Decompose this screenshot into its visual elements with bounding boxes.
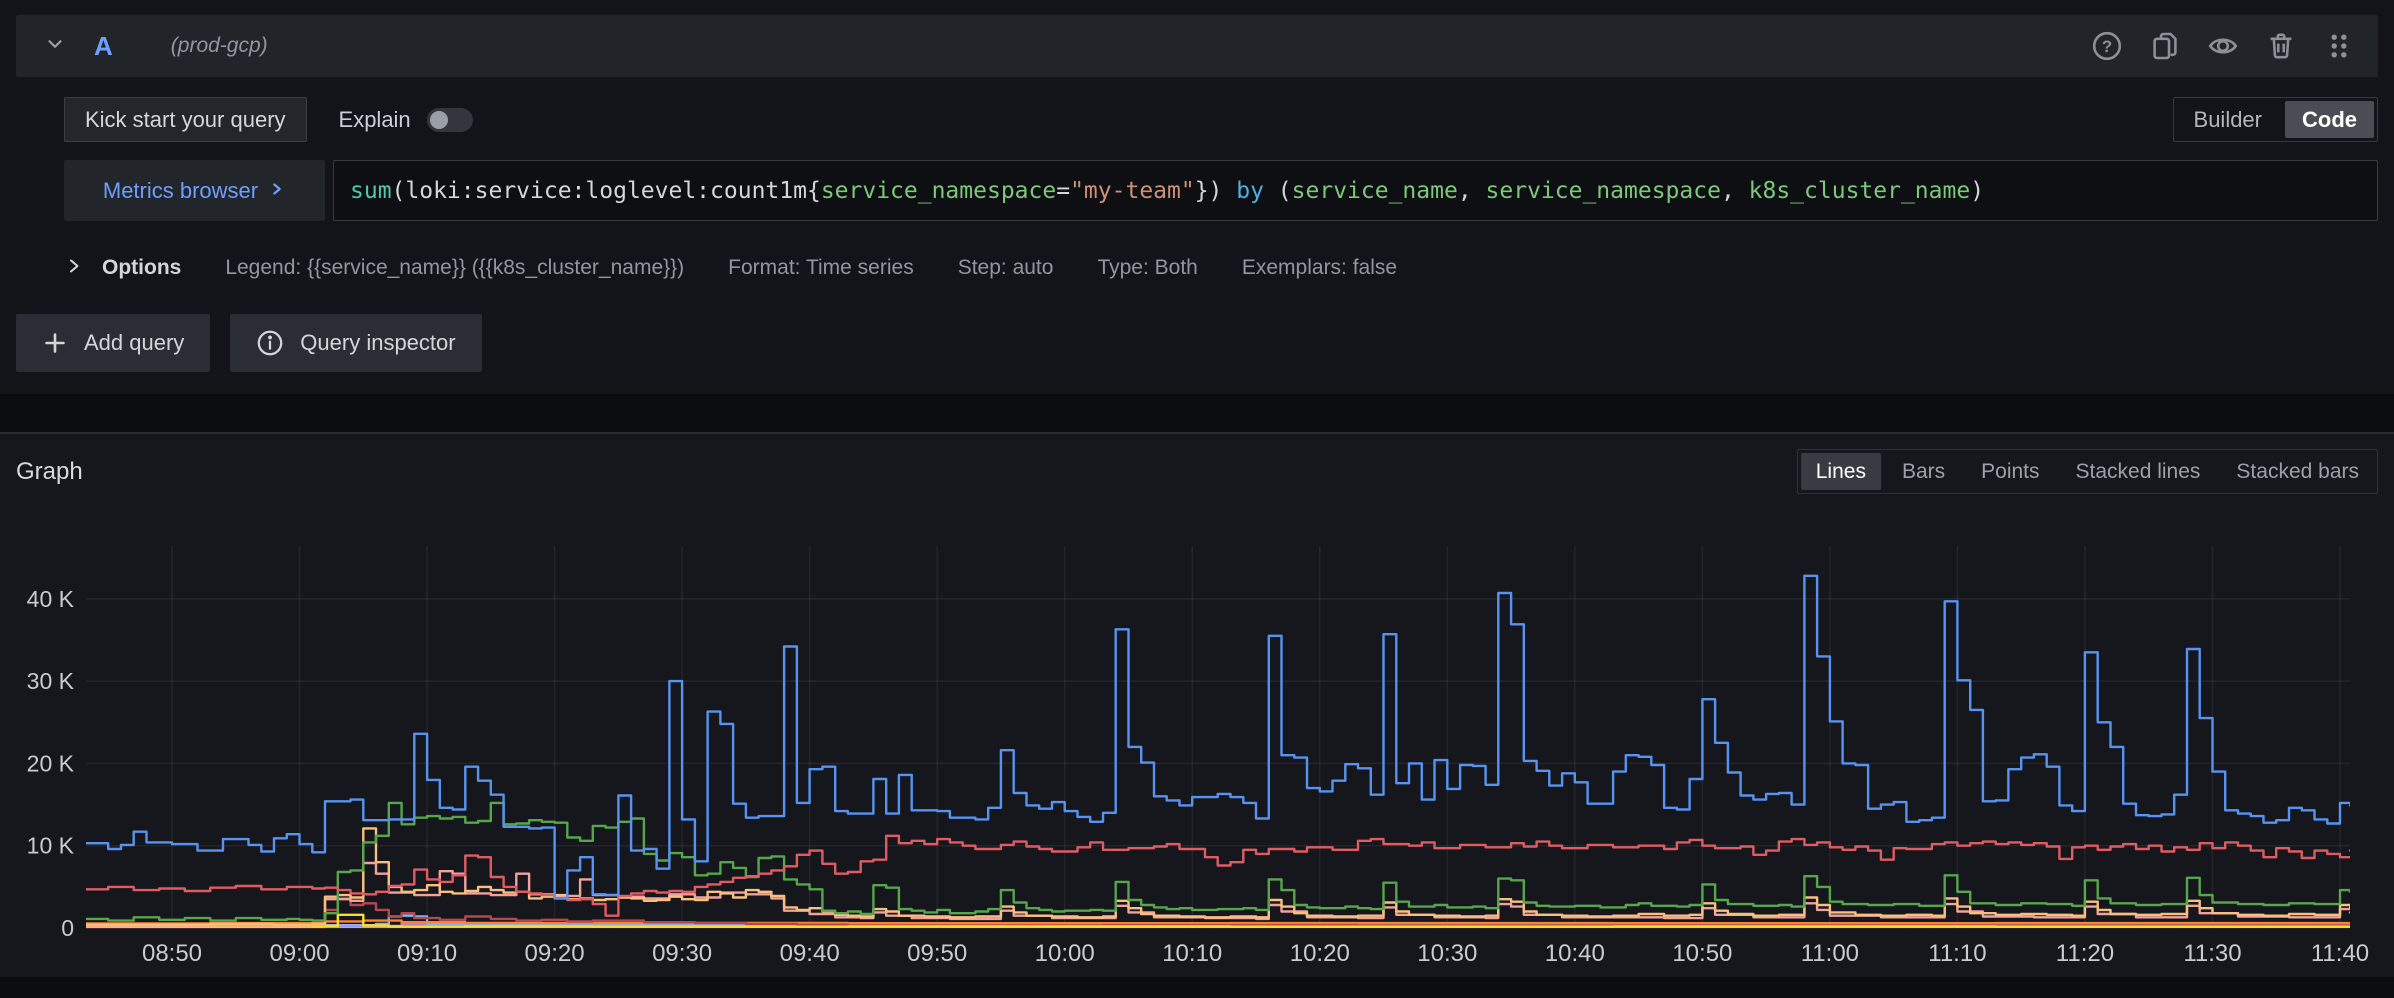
options-summary-item: Legend: {{service_name}} ({{k8s_cluster_… xyxy=(225,256,685,279)
query-row-header: A (prod-gcp) ? xyxy=(16,15,2378,77)
expression-token: service_namespace xyxy=(820,177,1057,204)
trash-icon[interactable] xyxy=(2264,29,2298,63)
series-line-orange-flat xyxy=(86,919,2350,925)
eye-icon[interactable] xyxy=(2206,29,2240,63)
time-series-chart[interactable]: 0 10 K 20 K 30 K 40 K 08:50 09:00 09:10 09:20 09:… xyxy=(0,434,2394,979)
display-mode-tabs: Lines Bars Points Stacked lines Stacked bars xyxy=(1796,449,2378,494)
x-axis-label: 11:30 xyxy=(2183,940,2241,967)
series-line-red xyxy=(86,834,2350,917)
x-axis-label: 11:00 xyxy=(1801,940,1859,967)
tab-stacked-bars[interactable]: Stacked bars xyxy=(2236,459,2359,483)
options-summary-item: Type: Both xyxy=(1097,256,1198,279)
y-axis-label: 20 K xyxy=(27,750,75,776)
drag-handle-icon[interactable] xyxy=(2322,29,2356,63)
query-header-actions: ? xyxy=(2090,29,2356,63)
query-inspector-label: Query inspector xyxy=(300,330,456,355)
options-label: Options xyxy=(102,256,182,279)
chevron-down-icon xyxy=(44,33,66,60)
section-divider xyxy=(0,394,2394,432)
graph-panel-title: Graph xyxy=(16,457,83,485)
add-query-label: Add query xyxy=(84,330,185,355)
expression-token: by xyxy=(1222,177,1278,204)
query-expression-input[interactable]: sum (loki:service:loglevel:count1m{servic… xyxy=(333,160,2378,221)
chevron-right-icon xyxy=(268,178,286,204)
query-ref-id[interactable]: A xyxy=(94,30,113,61)
expression-token: , xyxy=(1457,177,1486,204)
collapse-query-button[interactable] xyxy=(38,29,72,63)
tab-points[interactable]: Points xyxy=(1981,459,2040,483)
kick-start-query-button[interactable]: Kick start your query xyxy=(64,97,307,142)
query-input-row: Metrics browser sum (loki:service:logleve… xyxy=(64,160,2378,221)
help-icon[interactable]: ? xyxy=(2090,29,2124,63)
x-axis-label: 09:30 xyxy=(652,940,712,967)
series-line-green xyxy=(86,801,2350,922)
expression-token: ( xyxy=(1277,177,1292,204)
plus-icon xyxy=(42,330,68,356)
svg-text:?: ? xyxy=(2102,37,2112,56)
expression-token: ) xyxy=(1970,177,1985,204)
mode-option-code[interactable]: Code xyxy=(2285,101,2374,138)
mode-option-builder[interactable]: Builder xyxy=(2193,106,2262,132)
x-axis-label: 11:10 xyxy=(1928,940,1986,967)
series-line-peach xyxy=(86,827,2350,926)
tab-lines[interactable]: Lines xyxy=(1800,453,1881,490)
options-summary-item: Format: Time series xyxy=(728,256,914,279)
y-axis-label: 40 K xyxy=(27,586,75,612)
editor-mode-switch: Builder Code xyxy=(2172,97,2378,142)
x-axis-label: 09:40 xyxy=(780,940,840,967)
x-axis-label: 09:00 xyxy=(269,940,329,967)
y-axis-label: 30 K xyxy=(27,668,75,694)
x-axis-label: 10:50 xyxy=(1672,940,1732,967)
x-axis-label: 08:50 xyxy=(142,940,202,967)
metrics-browser-button[interactable]: Metrics browser xyxy=(64,160,325,221)
x-axis-label: 11:20 xyxy=(2056,940,2114,967)
x-axis-label: 11:40 xyxy=(2311,940,2369,967)
x-axis-label: 10:00 xyxy=(1035,940,1095,967)
datasource-hint: (prod-gcp) xyxy=(170,34,268,57)
graph-panel-header: Graph Lines Bars Points Stacked lines Stacke… xyxy=(16,449,2378,494)
x-axis-label: 10:20 xyxy=(1290,940,1350,967)
query-options-row: Options Legend: {{service_name}} ({{k8s_… xyxy=(64,243,2378,293)
query-editor-section: A (prod-gcp) ? Kick start your query xyxy=(0,0,2394,394)
expression-token: service_name xyxy=(1291,177,1458,204)
info-circle-icon xyxy=(256,329,284,357)
tab-stacked-lines[interactable]: Stacked lines xyxy=(2075,459,2201,483)
expression-token: }) xyxy=(1194,177,1223,204)
chevron-right-icon xyxy=(64,256,84,281)
query-inspector-button[interactable]: Query inspector xyxy=(230,314,482,372)
explain-label: Explain xyxy=(338,106,411,132)
x-axis-label: 10:10 xyxy=(1162,940,1222,967)
y-axis-label: 0 xyxy=(61,915,74,941)
expression-token: , xyxy=(1720,177,1749,204)
query-editor-body: Kick start your query Explain Builder Cod… xyxy=(16,77,2378,293)
explain-toggle[interactable] xyxy=(426,107,473,132)
options-summary-item: Exemplars: false xyxy=(1241,256,1398,279)
options-summary: Legend: {{service_name}} ({{k8s_cluster_… xyxy=(225,256,1397,280)
series-line-blue xyxy=(86,574,2350,900)
add-query-button[interactable]: Add query xyxy=(16,314,211,372)
series-line-yellow xyxy=(86,913,2350,928)
query-toolbar-row: Kick start your query Explain Builder Cod… xyxy=(64,97,2378,142)
x-axis-label: 09:50 xyxy=(907,940,967,967)
tab-bars[interactable]: Bars xyxy=(1901,459,1946,483)
options-expand-button[interactable]: Options xyxy=(64,256,181,281)
expression-token: k8s_cluster_name xyxy=(1748,177,1971,204)
copy-icon[interactable] xyxy=(2148,29,2182,63)
expression-token: sum xyxy=(350,177,392,204)
options-summary-item: Step: auto xyxy=(957,256,1054,279)
kick-start-label: Kick start your query xyxy=(85,106,286,132)
metrics-browser-label: Metrics browser xyxy=(102,177,259,203)
expression-token: service_namespace xyxy=(1485,177,1721,204)
x-axis-label: 10:40 xyxy=(1545,940,1605,967)
y-axis-label: 10 K xyxy=(27,833,75,859)
graph-panel: Graph Lines Bars Points Stacked lines Stacke… xyxy=(0,432,2394,977)
x-axis-label: 09:10 xyxy=(397,940,457,967)
x-axis-label: 10:30 xyxy=(1417,940,1477,967)
toggle-knob xyxy=(429,110,448,129)
query-actions-row: Add query Query inspector xyxy=(16,314,2378,372)
x-axis-label: 09:20 xyxy=(525,940,585,967)
expression-token: "my-team" xyxy=(1070,177,1195,204)
expression-token: = xyxy=(1056,177,1071,204)
expression-token: (loki:service:loglevel:count1m{ xyxy=(391,177,821,204)
